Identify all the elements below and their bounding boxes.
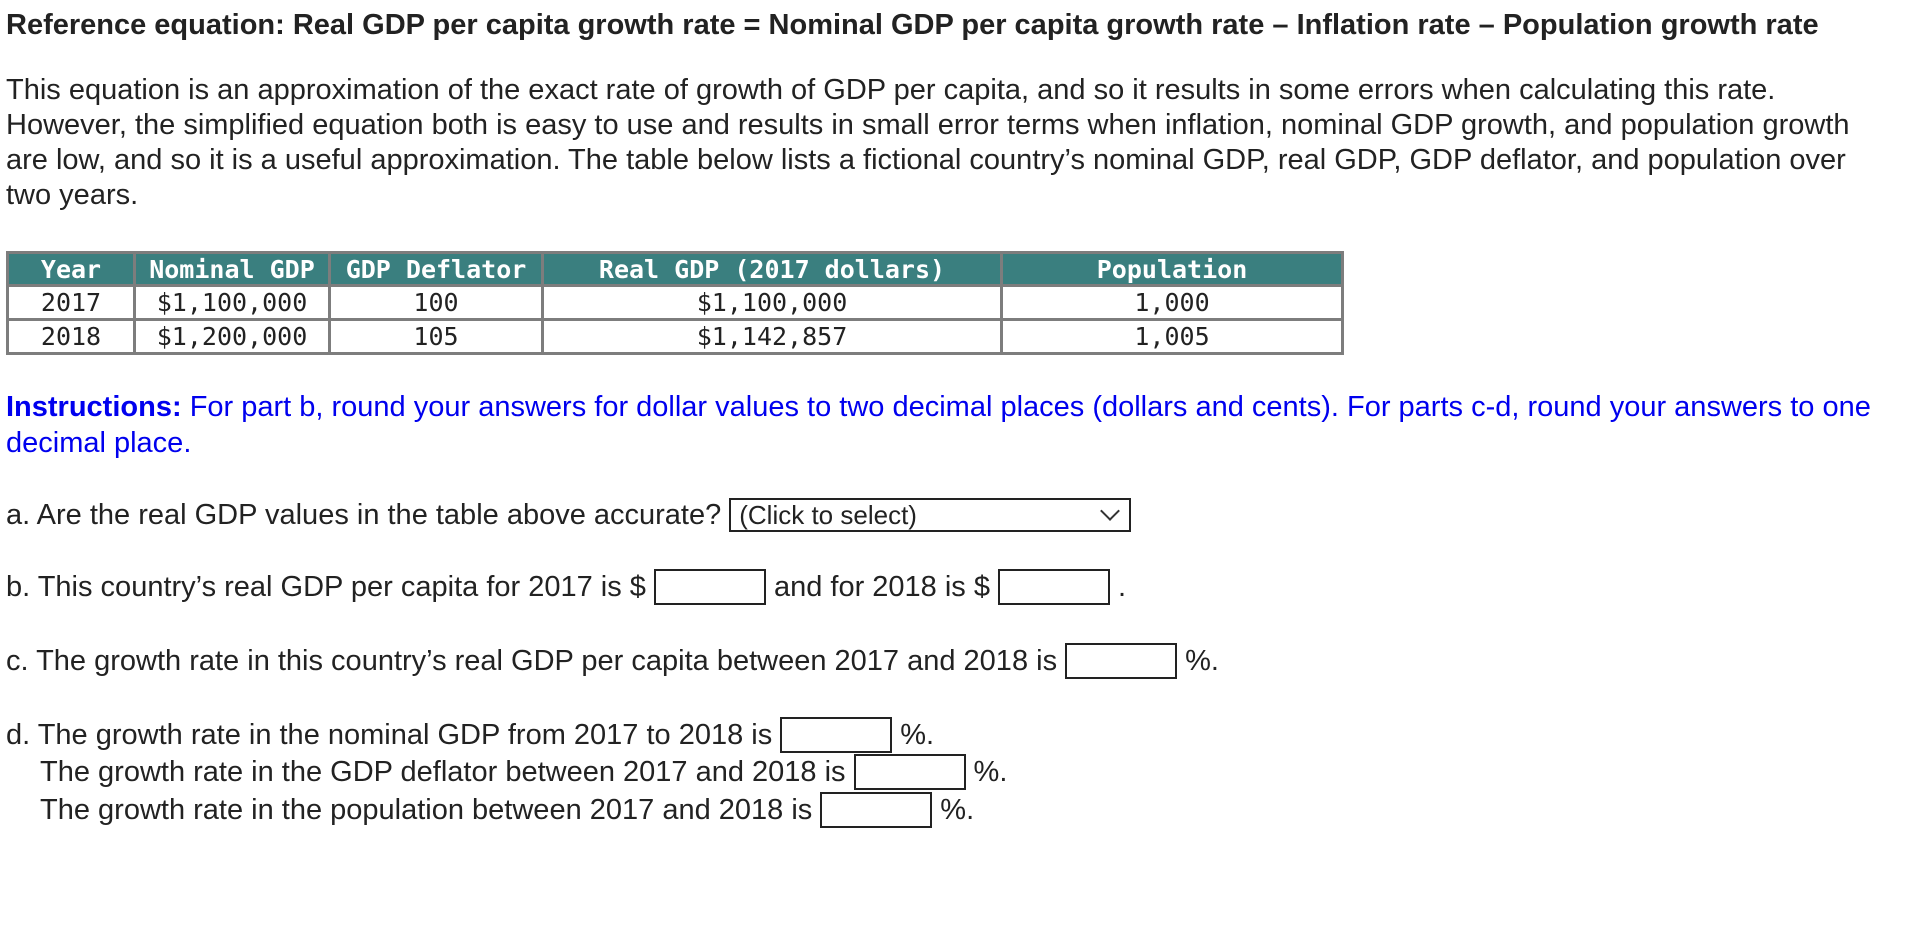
question-a-text: a. Are the real GDP values in the table … (6, 499, 722, 531)
table-row: 2018 $1,200,000 105 $1,142,857 1,005 (6, 318, 1344, 355)
header-nominal-gdp: Nominal GDP (133, 251, 331, 287)
real-gdp-per-capita-2018-input[interactable] (998, 569, 1110, 605)
chevron-down-icon (1100, 501, 1121, 521)
instructions-text: For part b, round your answers for dolla… (6, 391, 1871, 459)
question-d-line2-text: The growth rate in the GDP deflator betw… (40, 756, 846, 788)
question-b-text: b. This country’s real GDP per capita fo… (6, 571, 646, 603)
cell-population: 1,005 (1000, 318, 1344, 355)
cell-real-gdp: $1,142,857 (541, 318, 1003, 355)
header-real-gdp: Real GDP (2017 dollars) (541, 251, 1003, 287)
intro-paragraph: This equation is an approximation of the… (6, 74, 1850, 211)
cell-nominal-gdp: $1,100,000 (133, 284, 331, 321)
accuracy-select[interactable]: (Click to select) (729, 498, 1132, 532)
cell-nominal-gdp: $1,200,000 (133, 318, 331, 355)
question-d-line2-unit: %. (973, 756, 1008, 788)
question-d-line3-unit: %. (940, 794, 975, 826)
table-header-row: Year Nominal GDP GDP Deflator Real GDP (… (6, 251, 1344, 287)
question-d-line2: The growth rate in the GDP deflator betw… (6, 753, 1922, 791)
nominal-gdp-growth-input[interactable] (780, 717, 893, 753)
header-population: Population (1000, 251, 1344, 287)
gdp-deflator-growth-input[interactable] (853, 754, 966, 790)
question-d-line3-text: The growth rate in the population betwee… (40, 794, 813, 826)
cell-real-gdp: $1,100,000 (541, 284, 1003, 321)
instructions: Instructions: For part b, round your ans… (6, 389, 1896, 461)
question-d-line1-text: d. The growth rate in the nominal GDP fr… (6, 719, 773, 751)
cell-year: 2017 (6, 284, 136, 321)
population-growth-input[interactable] (820, 792, 933, 828)
cell-gdp-deflator: 105 (328, 318, 544, 355)
question-d-line1-unit: %. (900, 719, 935, 751)
question-c: c. The growth rate in this country’s rea… (6, 643, 1922, 679)
question-b: b. This country’s real GDP per capita fo… (6, 569, 1922, 605)
cell-population: 1,000 (1000, 284, 1344, 321)
accuracy-select-value: (Click to select) (739, 500, 917, 530)
header-gdp-deflator: GDP Deflator (328, 251, 544, 287)
cell-gdp-deflator: 100 (328, 284, 544, 321)
real-gdp-per-capita-growth-input[interactable] (1065, 643, 1178, 679)
real-gdp-per-capita-2017-input[interactable] (653, 569, 766, 605)
question-d-line3: The growth rate in the population betwee… (6, 791, 1922, 829)
question-b-mid-text: and for 2018 is $ (773, 571, 990, 603)
cell-year: 2018 (6, 318, 136, 355)
question-d: d. The growth rate in the nominal GDP fr… (6, 717, 1922, 753)
table-row: 2017 $1,100,000 100 $1,100,000 1,000 (6, 284, 1344, 321)
reference-equation: Reference equation: Real GDP per capita … (6, 9, 1819, 41)
question-a: a. Are the real GDP values in the table … (6, 497, 1922, 533)
gdp-table: Year Nominal GDP GDP Deflator Real GDP (… (6, 251, 1344, 355)
question-b-end: . (1118, 571, 1127, 603)
instructions-label: Instructions: (6, 391, 182, 423)
question-c-text: c. The growth rate in this country’s rea… (6, 645, 1058, 677)
question-c-unit: %. (1185, 645, 1219, 677)
header-year: Year (6, 251, 136, 287)
